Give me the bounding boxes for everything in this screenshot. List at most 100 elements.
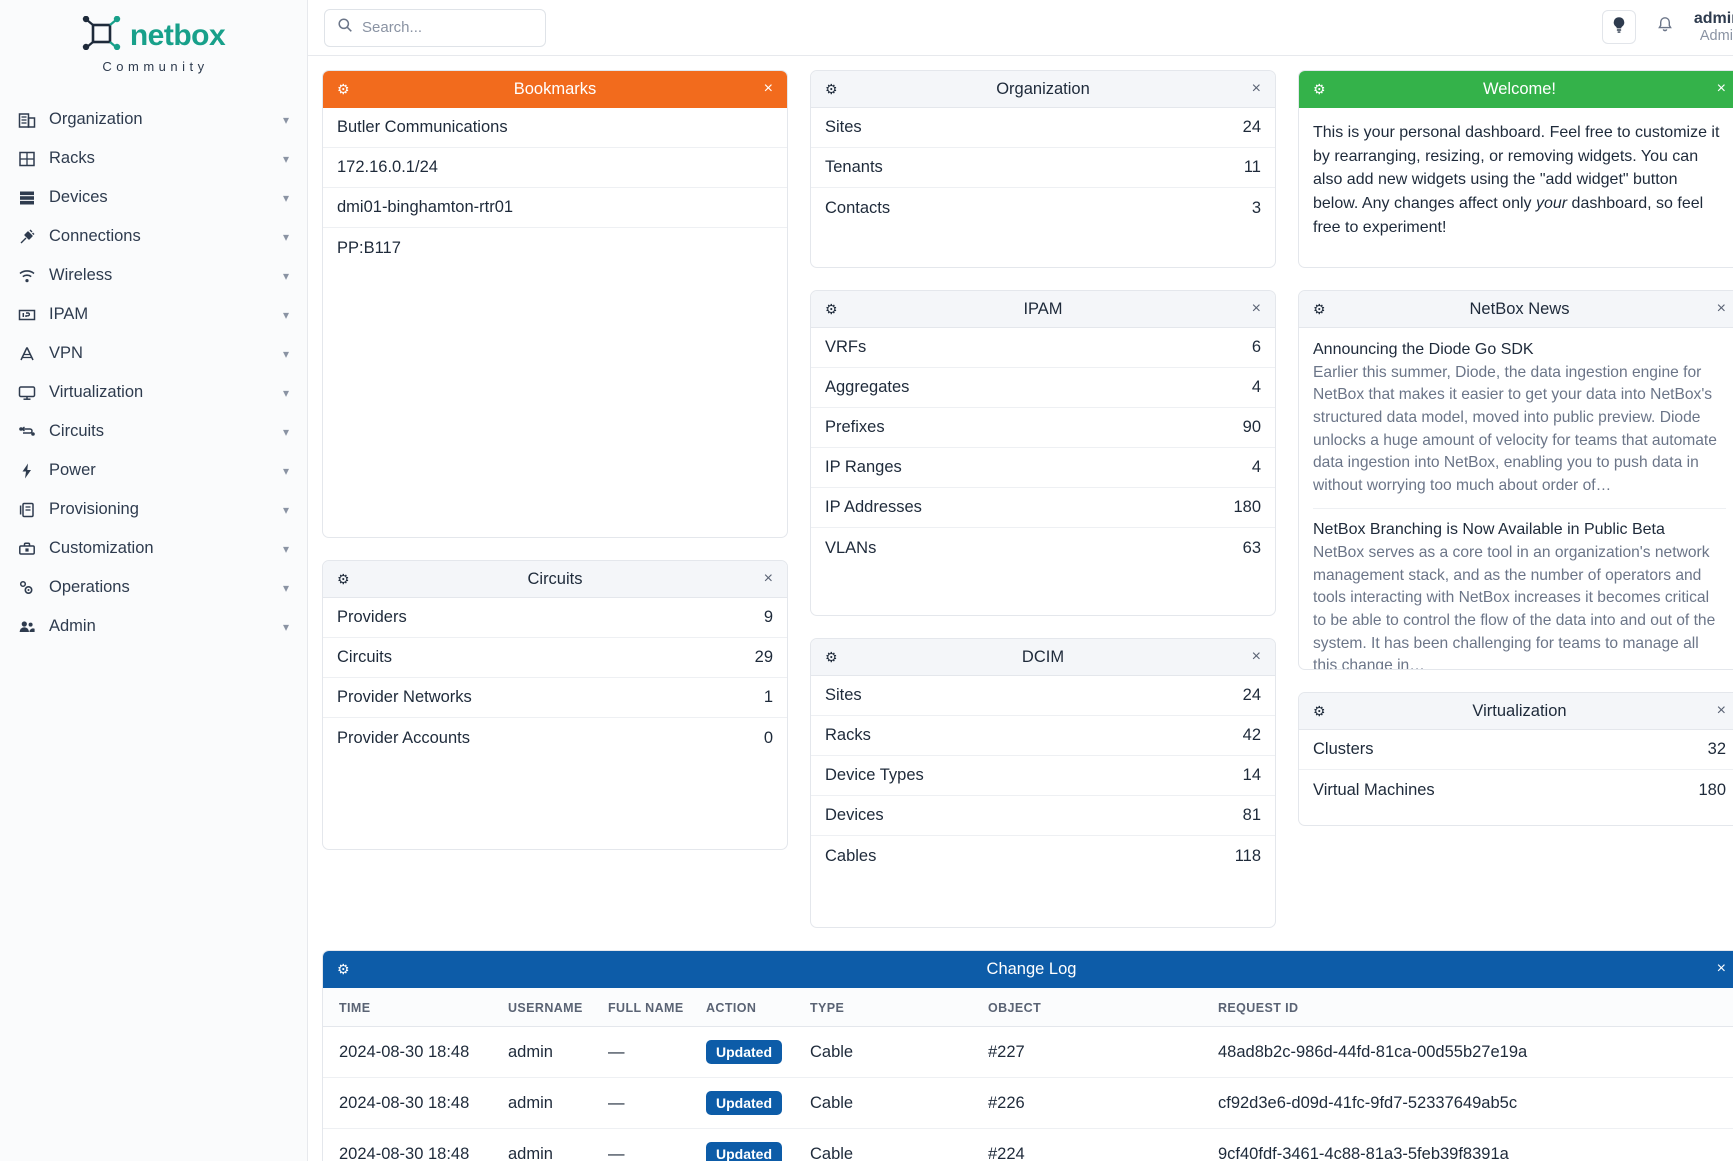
close-icon[interactable]: × [1716,80,1726,97]
welcome-text-part2: dashboard, so feel free to experiment! [1313,195,1704,236]
gear-icon[interactable]: ⚙ [337,81,350,97]
dcim-widget: ⚙ DCIM × Sites 24 Racks 42 [810,638,1276,928]
column-header-username[interactable]: USERNAME [508,988,608,1027]
sidebar-item-admin[interactable]: Admin ▾ [0,607,307,646]
search-input[interactable] [362,19,533,36]
close-icon[interactable]: × [1251,80,1261,97]
sidebar-item-provisioning[interactable]: Provisioning ▾ [0,490,307,529]
topbar-right: admin Admin [1601,9,1733,46]
widget-header: ⚙ NetBox News × [1299,291,1733,328]
notifications-button[interactable] [1650,12,1680,42]
cell-object[interactable]: #227 [988,1026,1218,1079]
stat-row[interactable]: Cables 118 [811,836,1275,876]
stat-row[interactable]: Provider Accounts 0 [323,718,787,758]
brand-logo[interactable]: netbox Community [0,10,307,90]
sidebar-item-racks[interactable]: Racks ▾ [0,139,307,178]
stat-row[interactable]: Devices 81 [811,796,1275,836]
cell-time[interactable]: 2024-08-30 18:48 [323,1077,508,1130]
column-header-request-id[interactable]: REQUEST ID [1218,988,1733,1027]
close-icon[interactable]: × [763,80,773,97]
widget-column-2: ⚙ Organization × Sites 24 Tenants 11 [810,70,1276,928]
sidebar-item-operations[interactable]: Operations ▾ [0,568,307,607]
stat-label: Aggregates [825,378,910,396]
cell-request-id[interactable]: 48ad8b2c-986d-44fd-81ca-00d55b27e19a [1218,1026,1733,1079]
sidebar-item-vpn[interactable]: VPN ▾ [0,334,307,373]
list-item[interactable]: dmi01-binghamton-rtr01 [323,188,787,228]
sidebar-item-label: VPN [49,344,83,362]
stat-value: 4 [1251,378,1261,396]
gear-icon[interactable]: ⚙ [337,571,350,587]
close-icon[interactable]: × [1251,300,1261,317]
sidebar-item-circuits[interactable]: Circuits ▾ [0,412,307,451]
cell-type: Cable [810,1077,988,1130]
list-item[interactable]: PP:B117 [337,238,401,257]
netbox-news-widget: ⚙ NetBox News × Announcing the Diode Go … [1298,290,1733,670]
news-item[interactable]: Announcing the Diode Go SDK Earlier this… [1313,340,1726,510]
stat-row[interactable]: Provider Networks 1 [323,678,787,718]
stat-label: IP Ranges [825,458,902,476]
stat-value: 11 [1243,158,1261,176]
stat-row[interactable]: Clusters 32 [1299,730,1733,770]
sidebar-item-connections[interactable]: Connections ▾ [0,217,307,256]
column-header-time[interactable]: TIME [323,988,508,1027]
chevron-down-icon: ▾ [282,229,289,244]
sidebar-item-label: Provisioning [49,500,139,518]
gear-icon[interactable]: ⚙ [1313,81,1326,97]
cell-object[interactable]: #226 [988,1077,1218,1130]
sidebar-item-power[interactable]: Power ▾ [0,451,307,490]
sidebar-item-ipam[interactable]: IPAM ▾ [0,295,307,334]
chevron-down-icon: ▾ [282,463,289,478]
stat-row[interactable]: Sites 24 [811,108,1275,148]
list-item[interactable]: Butler Communications [323,108,787,148]
search-box[interactable] [324,8,546,47]
stat-value: 9 [763,608,773,626]
stat-row[interactable]: Device Types 14 [811,756,1275,796]
stat-row[interactable]: Prefixes 90 [811,408,1275,448]
stat-row[interactable]: VLANs 63 [811,528,1275,568]
cell-action: Updated [706,1128,810,1161]
sidebar-item-devices[interactable]: Devices ▾ [0,178,307,217]
sidebar-item-virtualization[interactable]: Virtualization ▾ [0,373,307,412]
table-row: 2024-08-30 18:48 admin — Updated Cable #… [323,1026,1733,1079]
sidebar-item-organization[interactable]: Organization ▾ [0,100,307,139]
cell-request-id[interactable]: 9cf40fdf-3461-4c88-81a3-5feb39f8391a [1218,1128,1733,1161]
stat-row[interactable]: Tenants 11 [811,148,1275,188]
cell-time[interactable]: 2024-08-30 18:48 [323,1128,508,1161]
news-item[interactable]: NetBox Branching is Now Available in Pub… [1313,520,1726,669]
column-header-object[interactable]: OBJECT [988,988,1218,1027]
stat-row[interactable]: Racks 42 [811,716,1275,756]
cell-username: admin [508,1128,608,1161]
gear-icon[interactable]: ⚙ [825,649,838,665]
sidebar-item-wireless[interactable]: Wireless ▾ [0,256,307,295]
user-menu[interactable]: admin Admin [1694,9,1733,46]
column-header-fullname[interactable]: FULL NAME [608,988,706,1027]
column-header-type[interactable]: TYPE [810,988,988,1027]
stat-row[interactable]: VRFs 6 [811,328,1275,368]
stat-row[interactable]: Sites 24 [811,676,1275,716]
close-icon[interactable]: × [1251,648,1261,665]
stat-row[interactable]: Virtual Machines 180 [1299,770,1733,810]
close-icon[interactable]: × [1716,960,1726,977]
close-icon[interactable]: × [763,570,773,587]
gear-icon[interactable]: ⚙ [1313,703,1326,719]
stat-row[interactable]: Circuits 29 [323,638,787,678]
circuits-stats: Providers 9 Circuits 29 Provider Network… [323,598,787,758]
gear-icon[interactable]: ⚙ [825,301,838,317]
close-icon[interactable]: × [1716,702,1726,719]
stat-row[interactable]: IP Addresses 180 [811,488,1275,528]
cell-request-id[interactable]: cf92d3e6-d09d-41fc-9fd7-52337649ab5c [1218,1077,1733,1130]
gear-icon[interactable]: ⚙ [337,961,350,977]
cell-time[interactable]: 2024-08-30 18:48 [323,1026,508,1079]
sidebar-item-customization[interactable]: Customization ▾ [0,529,307,568]
list-item[interactable]: 172.16.0.1/24 [323,148,787,188]
close-icon[interactable]: × [1716,300,1726,317]
stat-row[interactable]: IP Ranges 4 [811,448,1275,488]
gear-icon[interactable]: ⚙ [1313,301,1326,317]
stat-row[interactable]: Aggregates 4 [811,368,1275,408]
gear-icon[interactable]: ⚙ [825,81,838,97]
cell-object[interactable]: #224 [988,1128,1218,1161]
column-header-action[interactable]: ACTION [706,988,810,1027]
theme-toggle-button[interactable] [1601,10,1636,45]
stat-row[interactable]: Contacts 3 [811,188,1275,228]
stat-row[interactable]: Providers 9 [323,598,787,638]
